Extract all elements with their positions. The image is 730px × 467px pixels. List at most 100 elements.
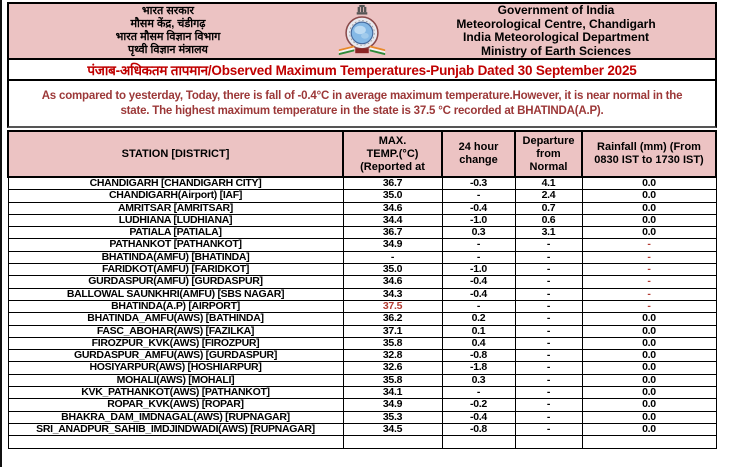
table-row: FASC_ABOHAR(AWS) [FAZILKA] 37.1 0.1 - 0.… [7,324,717,338]
english-line-2: Meteorological Centre, Chandigarh [456,16,656,31]
table-row: FARIDKOT(AMFU) [FARIDKOT] 35.0 -1.0 - - [7,263,717,277]
cell-departure: 2.4 [514,189,583,203]
hindi-line-3: भारत मौसम विज्ञान विभाग [115,31,221,43]
cell-rainfall: 0.0 [581,422,717,437]
cell-rainfall: 0.0 [581,410,717,424]
cell-station: FIROZPUR_KVK(AWS) [FIROZPUR] [7,336,344,351]
cell-departure: - [514,263,583,277]
table-row: BHATINDA(A.P) [AIRPORT] 37.5 - - - [7,299,717,314]
cell-24h-change: 0.2 [441,312,516,326]
temperature-table: STATION [DISTRICT] MAX. TEMP.(°C) (Repor… [7,130,717,449]
cell-station: GURDASPUR(AMFU) [GURDASPUR] [7,275,344,289]
table-row: BALLOWAL SAUNKHRI(AMFU) [SBS NAGAR] 34.3… [7,287,717,301]
cell-max-temp: 35.3 [342,410,443,424]
masthead-hindi-block: भारत सरकार मौसम केंद्र, चंडीगढ़ भारत मौस… [9,5,327,57]
col-header-24h-change: 24 hour change [441,130,516,178]
cell-departure: - [514,336,583,351]
cell-max-temp: 36.7 [342,176,443,191]
temperature-table-body: CHANDIGARH [CHANDIGARH CITY] 36.7 -0.3 4… [7,176,717,449]
hindi-line-1: भारत सरकार [141,5,195,17]
cell-rainfall: 0.0 [581,226,717,240]
cell-max-temp: 36.2 [342,312,443,326]
cell-max-temp: 34.9 [342,238,443,252]
cell-departure: - [514,238,583,252]
cell-station: BHATINDA(AMFU) [BHATINDA] [7,250,344,265]
table-row: CHANDIGARH(Airport) [IAF] 35.0 - 2.4 0.0 [7,189,717,203]
cell-station: PATIALA [PATIALA] [7,226,344,240]
table-row: BHATINDA_AMFU(AWS) [BATHINDA] 36.2 0.2 -… [7,312,717,326]
cell-rainfall: 0.0 [581,361,717,375]
cell-departure: 0.6 [514,213,583,228]
summary-box: As compared to yesterday, Today, there i… [7,81,717,128]
table-row: BHAKRA_DAM_IMDNAGAL(AWS) [RUPNAGAR] 35.3… [7,410,717,424]
cell-station: BHATINDA(A.P) [AIRPORT] [7,299,344,314]
english-line-1: Government of India [497,3,615,17]
cell-24h-change: - [441,386,516,400]
cell-rainfall: 0.0 [581,213,717,228]
cell-max-temp: 34.6 [342,275,443,289]
imd-emblem-icon [327,4,397,58]
cell-rainfall: 0.0 [581,373,717,388]
col-header-departure: Departure from Normal [514,130,583,178]
cell-departure: - [514,250,583,265]
cell-rainfall: - [581,263,717,277]
cell-station: SRI_ANADPUR_SAHIB_IMDJINDWADI(AWS) [RUPN… [7,422,344,437]
cell-station [7,435,344,449]
table-row: ROPAR_KVK(AWS) [ROPAR] 34.9 -0.2 - 0.0 [7,398,717,412]
masthead-english-block: Government of India Meteorological Centr… [397,3,715,58]
cell-rainfall: - [581,238,717,252]
table-row: BHATINDA(AMFU) [BHATINDA] - - - - [7,250,717,265]
cell-max-temp: 32.6 [342,361,443,375]
bulletin-document: भारत सरकार मौसम केंद्र, चंडीगढ़ भारत मौस… [7,2,717,449]
cell-24h-change: -1.0 [441,263,516,277]
cell-max-temp: 34.4 [342,213,443,228]
cell-rainfall: - [581,275,717,289]
cell-max-temp [342,435,443,449]
cell-rainfall: 0.0 [581,324,717,338]
cell-24h-change: -1.0 [441,213,516,228]
table-row: GURDASPUR_AMFU(AWS) [GURDASPUR] 32.8 -0.… [7,349,717,363]
cell-rainfall: 0.0 [581,336,717,351]
cell-rainfall: 0.0 [581,201,717,215]
cell-departure: - [514,410,583,424]
cell-departure: - [514,287,583,301]
cell-departure: - [514,422,583,437]
table-row: AMRITSAR [AMRITSAR] 34.6 -0.4 0.7 0.0 [7,201,717,215]
col-header-station: STATION [DISTRICT] [7,130,344,178]
cell-station: GURDASPUR_AMFU(AWS) [GURDASPUR] [7,349,344,363]
cell-station: PATHANKOT [PATHANKOT] [7,238,344,252]
cell-max-temp: 34.1 [342,386,443,400]
table-row: PATIALA [PATIALA] 36.7 0.3 3.1 0.0 [7,226,717,240]
cell-departure: 3.1 [514,226,583,240]
cell-24h-change: -0.4 [441,287,516,301]
cell-24h-change: -1.8 [441,361,516,375]
cell-rainfall: 0.0 [581,398,717,412]
cell-rainfall: 0.0 [581,189,717,203]
cell-max-temp: 34.9 [342,398,443,412]
cell-24h-change: - [441,299,516,314]
cell-24h-change: - [441,250,516,265]
masthead: भारत सरकार मौसम केंद्र, चंडीगढ़ भारत मौस… [7,2,717,60]
cell-rainfall: 0.0 [581,349,717,363]
cell-24h-change: -0.4 [441,410,516,424]
hindi-line-4: पृथ्वी विज्ञान मंत्रालय [128,44,208,56]
table-row: GURDASPUR(AMFU) [GURDASPUR] 34.6 -0.4 - … [7,275,717,289]
cell-station: BHATINDA_AMFU(AWS) [BATHINDA] [7,312,344,326]
cell-max-temp: 36.7 [342,226,443,240]
cell-rainfall: 0.0 [581,386,717,400]
cell-rainfall: - [581,287,717,301]
cell-station: CHANDIGARH(Airport) [IAF] [7,189,344,203]
english-line-4: Ministry of Earth Sciences [480,43,632,58]
cell-departure: - [514,398,583,412]
table-row: CHANDIGARH [CHANDIGARH CITY] 36.7 -0.3 4… [7,176,717,191]
bulletin-title: पंजाब-अधिकतम तापमान/Observed Maximum Tem… [87,62,637,78]
cell-station: CHANDIGARH [CHANDIGARH CITY] [7,176,344,191]
cell-departure: - [514,324,583,338]
cell-24h-change: -0.4 [441,201,516,215]
col-header-max-temp: MAX. TEMP.(°C) (Reported at [342,130,443,178]
cell-24h-change: -0.3 [441,176,516,191]
cell-24h-change: - [441,238,516,252]
cell-station: FASC_ABOHAR(AWS) [FAZILKA] [7,324,344,338]
col-header-rainfall: Rainfall (mm) (From 0830 IST to 1730 IST… [581,130,717,178]
cell-rainfall: 0.0 [581,176,717,191]
